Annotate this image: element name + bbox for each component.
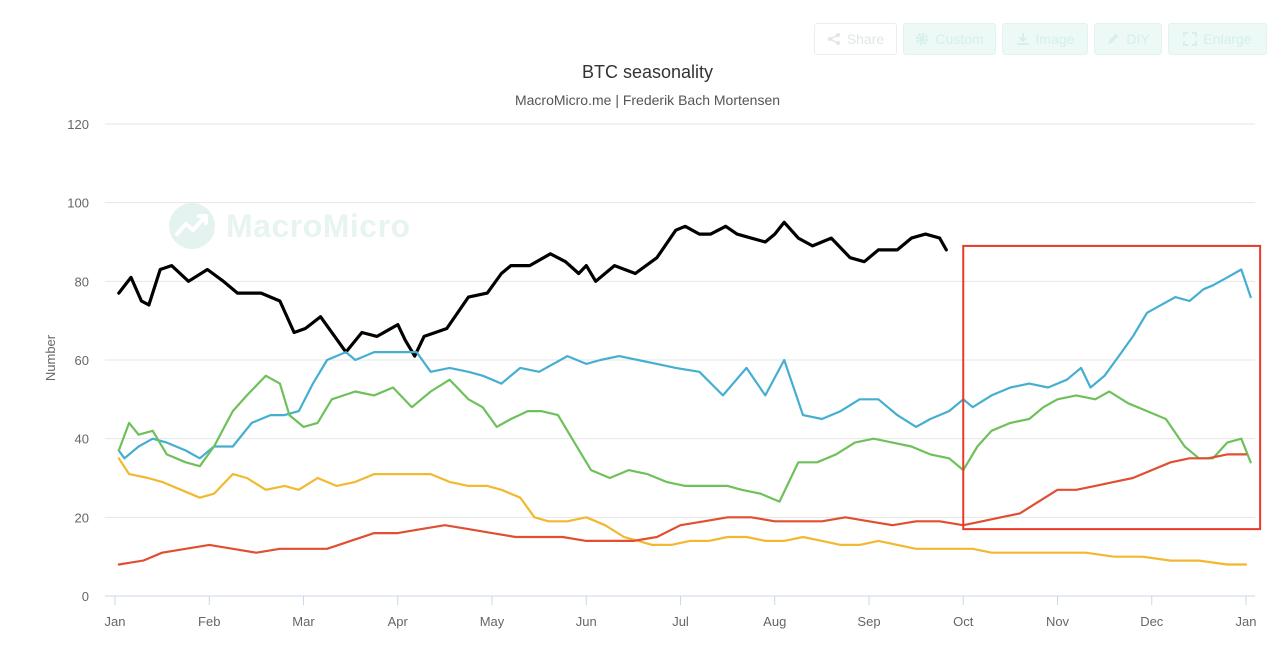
- enlarge-button[interactable]: Enlarge: [1168, 23, 1267, 55]
- y-tick-label: 40: [75, 432, 89, 447]
- series-line-2: [117, 268, 1252, 460]
- pencil-icon: [1108, 33, 1119, 44]
- custom-label: Custom: [935, 31, 984, 47]
- x-tick-label: Mar: [292, 614, 315, 629]
- x-tick-label: Apr: [388, 614, 409, 629]
- x-tick-label: Oct: [953, 614, 974, 629]
- y-tick-label: 100: [67, 196, 89, 211]
- gear-icon: [916, 33, 929, 45]
- macromicro-logo-icon: [169, 203, 215, 249]
- x-tick-label: May: [480, 614, 505, 629]
- y-tick-label: 0: [82, 589, 89, 604]
- y-axis: 0 20 40 60 80 100 120: [67, 117, 89, 604]
- x-tick-label: Jan: [105, 614, 126, 629]
- diy-label: DIY: [1126, 31, 1150, 47]
- x-tick-label: Jan: [1236, 614, 1257, 629]
- series-group: [117, 220, 1252, 566]
- x-axis: Jan Feb Mar Apr May Jun Jul Aug Sep Oct Nov Dec Jan: [105, 595, 1257, 629]
- image-label: Image: [1035, 31, 1075, 47]
- x-tick-label: Nov: [1046, 614, 1070, 629]
- share-icon: [827, 33, 840, 45]
- y-axis-label: Number: [43, 334, 58, 381]
- enlarge-label: Enlarge: [1203, 31, 1252, 47]
- y-tick-label: 120: [67, 117, 89, 132]
- x-tick-label: Dec: [1140, 614, 1164, 629]
- watermark: MacroMicro: [168, 202, 411, 250]
- chart-toolbar: Share Custom Image DIY Enlarge: [814, 23, 1267, 55]
- series-line-4: [117, 457, 1248, 566]
- x-tick-label: Sep: [857, 614, 880, 629]
- expand-icon: [1183, 32, 1198, 46]
- y-tick-label: 20: [75, 510, 89, 525]
- image-button[interactable]: Image: [1002, 23, 1088, 55]
- watermark-text: MacroMicro: [226, 207, 411, 244]
- custom-button[interactable]: Custom: [903, 23, 996, 55]
- x-tick-label: Aug: [763, 614, 786, 629]
- chart-subtitle: MacroMicro.me | Frederik Bach Mortensen: [514, 92, 781, 108]
- highlight-box: [962, 244, 1262, 531]
- share-button[interactable]: Share: [814, 23, 897, 55]
- y-tick-label: 60: [75, 353, 89, 368]
- y-tick-label: 80: [75, 274, 89, 289]
- series-line-5: [117, 453, 1248, 566]
- x-tick-label: Jun: [576, 614, 597, 629]
- download-icon: [1016, 33, 1029, 45]
- x-tick-label: Feb: [198, 614, 220, 629]
- share-label: Share: [846, 31, 885, 47]
- series-line-3: [117, 374, 1252, 503]
- chart-title: BTC seasonality: [581, 62, 714, 82]
- series-line-1: [117, 220, 948, 358]
- grid-lines: [105, 123, 1255, 518]
- x-tick-label: Jul: [672, 614, 689, 629]
- diy-button[interactable]: DIY: [1094, 23, 1162, 55]
